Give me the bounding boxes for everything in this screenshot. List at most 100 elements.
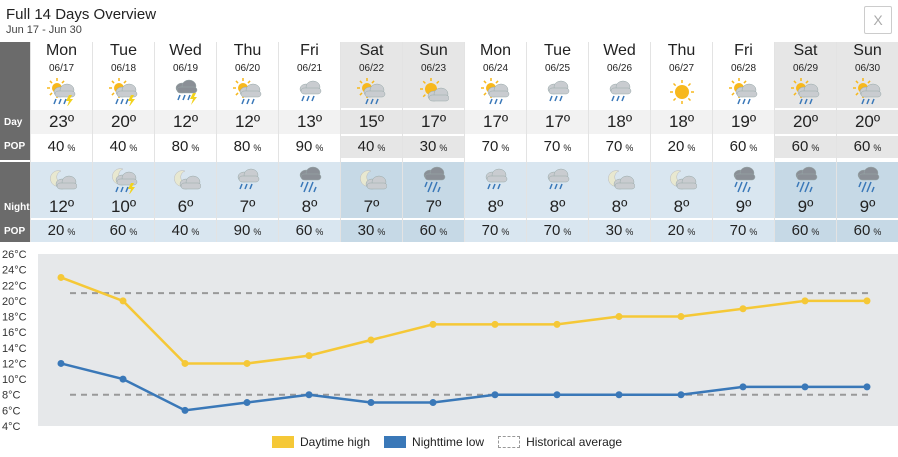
day-pop-unit: % bbox=[315, 143, 324, 153]
nighttime-low-point bbox=[243, 399, 251, 407]
night-pop-unit: % bbox=[501, 227, 510, 237]
day-pop-value: 60 bbox=[791, 138, 809, 155]
legend-historical: Historical average bbox=[498, 435, 622, 449]
daytime-high-point bbox=[739, 305, 747, 313]
daytime-high-point bbox=[57, 273, 65, 281]
daytime-high-point bbox=[677, 313, 685, 321]
night-pop: 20% bbox=[651, 220, 712, 242]
cloud-rain-icon bbox=[233, 166, 263, 194]
cloud-heavy-rain-icon bbox=[853, 166, 883, 194]
day-temp: 23º bbox=[31, 110, 92, 134]
day-pop-value: 80 bbox=[233, 138, 251, 155]
daytime-high-point bbox=[553, 320, 561, 328]
day-pop-value: 80 bbox=[171, 138, 189, 155]
night-pop-unit: % bbox=[191, 227, 200, 237]
day-column: Wed 06/26 18º 70% 8º 30% bbox=[588, 42, 650, 242]
night-temp: 7º bbox=[425, 197, 442, 216]
night-pop: 70% bbox=[713, 220, 774, 242]
sun-rain-icon bbox=[357, 78, 387, 106]
pop-night-row-label: POP bbox=[4, 226, 26, 237]
day-pop: 40% bbox=[93, 136, 154, 158]
day-column: Thu 06/27 18º 20% 8º 20% bbox=[650, 42, 712, 242]
date-range: Jun 17 - Jun 30 bbox=[6, 24, 82, 36]
sun-rain-icon bbox=[791, 78, 821, 106]
day-column: Mon 06/24 17º 70% 8º 70% bbox=[464, 42, 526, 242]
day-temp: 20º bbox=[93, 110, 154, 134]
night-pop-unit: % bbox=[687, 227, 696, 237]
day-header-cell bbox=[155, 42, 216, 108]
day-pop-value: 40 bbox=[109, 138, 127, 155]
daytime-high-point bbox=[181, 359, 189, 367]
night-temp: 8º bbox=[673, 197, 690, 216]
day-date: 06/24 bbox=[482, 63, 509, 74]
day-temp: 15º bbox=[341, 110, 402, 134]
night-temp: 9º bbox=[735, 197, 752, 216]
nighttime-low-point bbox=[367, 399, 375, 407]
y-tick-label: 8°C bbox=[2, 390, 21, 402]
night-icon-cell bbox=[651, 162, 712, 218]
night-temp: 7º bbox=[363, 197, 380, 216]
day-temp: 18º bbox=[589, 110, 650, 134]
day-pop: 60% bbox=[775, 136, 836, 158]
nighttime-low-point bbox=[739, 383, 747, 391]
daytime-high-point bbox=[367, 336, 375, 344]
cloud-heavy-rain-icon bbox=[791, 166, 821, 194]
night-pop-value: 60 bbox=[295, 222, 313, 239]
day-temp: 17º bbox=[403, 110, 464, 134]
day-pop-unit: % bbox=[873, 143, 882, 153]
day-column: Fri 06/28 19º 60% 9º 70% bbox=[712, 42, 774, 242]
legend-nighttime: Nighttime low bbox=[384, 435, 484, 449]
day-date: 06/17 bbox=[48, 63, 75, 74]
y-tick-label: 4°C bbox=[2, 421, 21, 430]
night-temp: 6º bbox=[177, 197, 194, 216]
night-pop-value: 70 bbox=[481, 222, 499, 239]
day-pop-value: 70 bbox=[481, 138, 499, 155]
day-pop: 80% bbox=[155, 136, 216, 158]
legend-nighttime-swatch bbox=[384, 436, 407, 448]
day-date: 06/21 bbox=[296, 63, 323, 74]
night-temp: 9º bbox=[859, 197, 876, 216]
day-row-label: Day bbox=[4, 117, 23, 128]
day-pop-value: 40 bbox=[47, 138, 65, 155]
night-pop: 60% bbox=[93, 220, 154, 242]
day-pop-unit: % bbox=[563, 143, 572, 153]
y-tick-label: 26°C bbox=[2, 250, 27, 261]
day-header-cell bbox=[527, 42, 588, 108]
legend-historical-label: Historical average bbox=[526, 435, 623, 449]
day-temp: 20º bbox=[775, 110, 836, 134]
day-name: Sat bbox=[359, 42, 384, 59]
night-pop: 30% bbox=[341, 220, 402, 242]
day-date: 06/22 bbox=[358, 63, 385, 74]
sun-rain-icon bbox=[853, 78, 883, 106]
day-pop-unit: % bbox=[749, 143, 758, 153]
night-pop-unit: % bbox=[253, 227, 262, 237]
day-date: 06/26 bbox=[606, 63, 633, 74]
temperature-chart: 4°C 6°C 8°C 10°C 12°C 14°C 16°C 18°C 20°C 22°C 24°… bbox=[0, 249, 898, 457]
moon-cloud-icon bbox=[667, 166, 698, 194]
day-date: 06/28 bbox=[730, 63, 757, 74]
night-pop-unit: % bbox=[563, 227, 572, 237]
day-column: Tue 06/25 17º 70% 8º 70% bbox=[526, 42, 588, 242]
night-icon-cell bbox=[31, 162, 92, 218]
day-name: Sat bbox=[793, 42, 818, 59]
cloud-rain-icon bbox=[295, 78, 325, 106]
nighttime-low-point bbox=[553, 391, 561, 399]
cloud-rain-icon bbox=[543, 166, 573, 194]
moon-cloud-icon bbox=[605, 166, 636, 194]
night-pop: 30% bbox=[589, 220, 650, 242]
nighttime-low-point bbox=[57, 359, 65, 367]
night-icon-cell bbox=[155, 162, 216, 218]
day-name: Sun bbox=[853, 42, 882, 59]
day-pop: 80% bbox=[217, 136, 278, 158]
night-pop-value: 40 bbox=[171, 222, 189, 239]
day-temp: 12º bbox=[217, 110, 278, 134]
day-temp: 17º bbox=[465, 110, 526, 134]
night-pop-value: 70 bbox=[729, 222, 747, 239]
night-temp: 8º bbox=[611, 197, 628, 216]
day-name: Sun bbox=[419, 42, 448, 59]
sun-thunder-rain-icon bbox=[47, 78, 77, 107]
legend-daytime: Daytime high bbox=[272, 435, 370, 449]
day-pop: 40% bbox=[31, 136, 92, 158]
day-date: 06/18 bbox=[110, 63, 137, 74]
close-button[interactable]: X bbox=[864, 6, 892, 34]
